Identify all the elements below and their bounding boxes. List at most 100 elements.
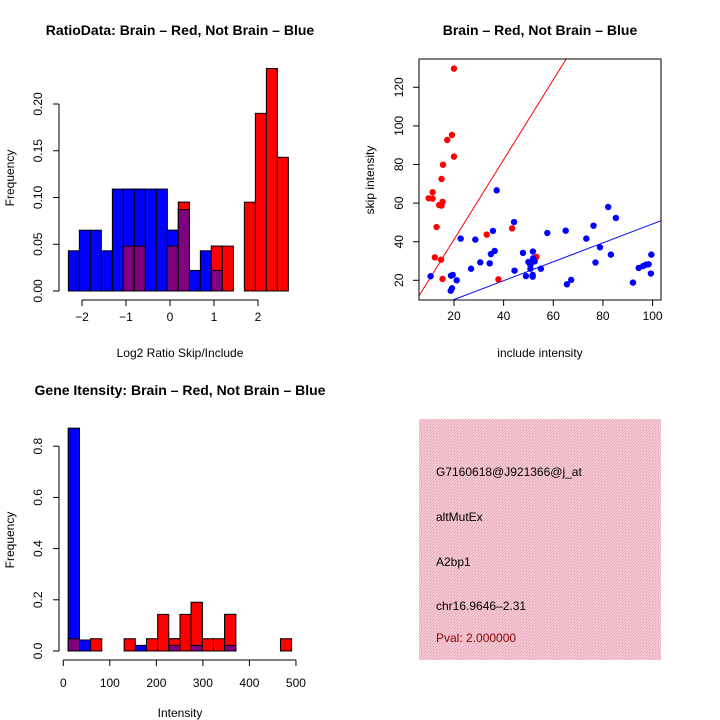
scatter-point-brain — [433, 223, 440, 231]
intensity-bar-tall — [190, 601, 203, 652]
scatter-point-not-brain — [519, 249, 527, 257]
scatter-point-brain — [495, 276, 502, 283]
scatter-point-not-brain — [648, 251, 655, 258]
scatter-ylabel: skip intensity — [363, 146, 377, 215]
intensity-bar-overlap — [168, 644, 181, 652]
intensity-x-tick-label: 400 — [239, 676, 259, 690]
ratio-bar-not-brain — [144, 188, 157, 292]
ratio-bar-not-brain — [111, 188, 124, 292]
ratio-x-tick-label: −2 — [75, 310, 89, 324]
info-panel: G7160618@J921366@j_at altMutEx A2bp1 chr… — [419, 419, 661, 660]
scatter-y-tick-label: 60 — [392, 196, 406, 210]
scatter-point-not-brain — [544, 229, 551, 237]
ratio-bar-overlap — [122, 245, 135, 292]
scatter-point-not-brain — [448, 285, 456, 292]
scatter-point-not-brain — [427, 273, 434, 280]
ratio-bar-brain — [243, 201, 256, 292]
intensity-y-tick-label: 0.4 — [31, 540, 45, 557]
scatter-y-tick-label: 20 — [392, 273, 406, 287]
intensity-bar-overlap — [67, 638, 80, 652]
scatter-point-not-brain — [562, 227, 569, 234]
scatter-point-brain — [429, 195, 436, 202]
chromosome-location: chr16.9646–2.31 — [436, 599, 526, 613]
scatter-point-not-brain — [522, 272, 530, 280]
scatter-point-not-brain — [529, 248, 537, 255]
scatter-point-brain — [508, 225, 516, 232]
ratio-bar-overlap — [166, 245, 179, 292]
ratio-bar-brain — [221, 245, 234, 292]
scatter-point-brain — [448, 131, 456, 139]
ratio-histogram: RatioData: Brain – Red, Not Brain – Blue… — [3, 22, 314, 360]
scatter-point-not-brain — [467, 265, 475, 272]
event-type: altMutEx — [436, 510, 483, 524]
scatter-point-not-brain — [590, 222, 597, 229]
scatter-point-not-brain — [604, 203, 612, 211]
scatter-point-not-brain — [607, 251, 615, 258]
scatter-x-tick-label: 100 — [643, 309, 663, 323]
scatter-point-brain — [437, 256, 445, 263]
intensity-x-tick-label: 300 — [193, 676, 213, 690]
intensity-y-tick-label: 0.8 — [31, 438, 45, 455]
scatter-y-tick-label: 100 — [392, 116, 406, 136]
intensity-bar-brain — [157, 613, 170, 652]
intensity-x-tick-label: 0 — [60, 676, 67, 690]
scatter-point-not-brain — [529, 273, 536, 280]
scatter-point-not-brain — [510, 218, 518, 226]
intensity-bar-brain — [145, 638, 159, 652]
pval: Pval: 2.000000 — [436, 631, 516, 645]
intensity-y-tick-label: 0.6 — [31, 489, 45, 506]
intensity-x-tick-label: 200 — [146, 676, 166, 690]
gene-intensity-ylabel: Frequency — [3, 512, 17, 569]
scatter-point-not-brain — [629, 279, 637, 286]
intensity-scatter: Brain – Red, Not Brain – Blue include in… — [363, 22, 663, 360]
intensity-bar-brain — [201, 638, 214, 652]
ratio-x-tick-label: 0 — [167, 310, 174, 324]
scatter-y-tick-label: 40 — [392, 235, 406, 249]
ratio-bar-brain — [254, 112, 267, 292]
scatter-x-tick-label: 20 — [447, 309, 461, 323]
scatter-point-not-brain — [486, 260, 493, 267]
scatter-point-not-brain — [647, 270, 655, 277]
ratio-x-tick-label: −1 — [119, 310, 133, 324]
scatter-point-not-brain — [511, 267, 518, 274]
scatter-point-not-brain — [583, 235, 590, 242]
scatter-point-brain — [450, 153, 458, 160]
scatter-point-not-brain — [596, 244, 604, 251]
ratio-bar-overlap — [210, 269, 223, 292]
scatter-point-brain — [444, 136, 451, 144]
scatter-x-tick-label: 60 — [547, 309, 561, 323]
scatter-xlabel: include intensity — [497, 346, 582, 360]
scatter-point-not-brain — [453, 277, 460, 284]
scatter-point-not-brain — [537, 265, 545, 272]
scatter-point-not-brain — [472, 236, 479, 243]
scatter-point-not-brain — [489, 227, 497, 235]
scatter-x-tick-label: 40 — [497, 309, 511, 323]
ratio-bar-not-brain — [188, 269, 201, 292]
ratio-x-tick-label: 1 — [211, 310, 218, 324]
scatter-point-brain — [438, 175, 445, 183]
gene-intensity-title: Gene Itensity: Brain – Red, Not Brain – … — [35, 382, 326, 398]
intensity-bar-brain — [90, 638, 103, 652]
scatter-point-not-brain — [567, 276, 575, 284]
ratio-bar-not-brain — [89, 229, 102, 292]
intensity-bar-not-brain — [134, 644, 147, 652]
info-panel-background — [419, 419, 661, 660]
scatter-point-brain — [429, 189, 436, 196]
scatter-point-brain — [431, 254, 439, 261]
scatter-x-tick-label: 80 — [596, 309, 610, 323]
intensity-bar-brain — [123, 638, 136, 652]
scatter-point-not-brain — [457, 235, 464, 242]
ratio-histogram-title: RatioData: Brain – Red, Not Brain – Blue — [46, 22, 315, 38]
ratio-y-tick-label: 0.15 — [31, 139, 45, 163]
ratio-y-tick-label: 0.10 — [31, 185, 45, 209]
intensity-x-tick-label: 500 — [286, 676, 306, 690]
ratio-bar-overlap — [177, 209, 190, 292]
ratio-bar-brain — [265, 67, 278, 292]
gene-intensity-xlabel: Intensity — [158, 706, 203, 720]
scatter-point-not-brain — [645, 261, 652, 268]
intensity-bar-tall — [67, 427, 80, 652]
intensity-y-tick-label: 0.0 — [31, 642, 45, 659]
ratio-bar-brain — [276, 156, 289, 292]
intensity-bar-brain — [212, 638, 226, 652]
